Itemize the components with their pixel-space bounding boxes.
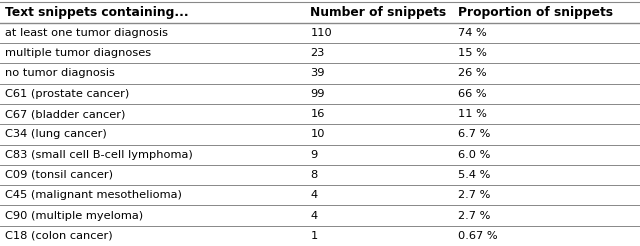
Text: 11 %: 11 % <box>458 109 486 119</box>
Text: 4: 4 <box>310 211 317 221</box>
Text: 23: 23 <box>310 48 324 58</box>
Text: C67 (bladder cancer): C67 (bladder cancer) <box>5 109 125 119</box>
Text: 4: 4 <box>310 190 317 200</box>
Text: 10: 10 <box>310 129 325 139</box>
Text: 99: 99 <box>310 89 325 99</box>
Text: C18 (colon cancer): C18 (colon cancer) <box>5 231 113 241</box>
Text: C61 (prostate cancer): C61 (prostate cancer) <box>5 89 129 99</box>
Text: no tumor diagnosis: no tumor diagnosis <box>5 68 115 78</box>
Text: at least one tumor diagnosis: at least one tumor diagnosis <box>5 28 168 38</box>
Text: 16: 16 <box>310 109 324 119</box>
Text: 1: 1 <box>310 231 317 241</box>
Text: C34 (lung cancer): C34 (lung cancer) <box>5 129 107 139</box>
Text: multiple tumor diagnoses: multiple tumor diagnoses <box>5 48 151 58</box>
Text: 0.67 %: 0.67 % <box>458 231 497 241</box>
Text: 9: 9 <box>310 150 317 160</box>
Text: C09 (tonsil cancer): C09 (tonsil cancer) <box>5 170 113 180</box>
Text: 2.7 %: 2.7 % <box>458 211 490 221</box>
Text: 110: 110 <box>310 28 332 38</box>
Text: C83 (small cell B-cell lymphoma): C83 (small cell B-cell lymphoma) <box>5 150 193 160</box>
Text: Text snippets containing...: Text snippets containing... <box>5 6 189 19</box>
Text: 66 %: 66 % <box>458 89 486 99</box>
Text: 5.4 %: 5.4 % <box>458 170 490 180</box>
Text: 74 %: 74 % <box>458 28 486 38</box>
Text: 2.7 %: 2.7 % <box>458 190 490 200</box>
Text: 6.0 %: 6.0 % <box>458 150 490 160</box>
Text: 6.7 %: 6.7 % <box>458 129 490 139</box>
Text: Number of snippets: Number of snippets <box>310 6 447 19</box>
Text: 39: 39 <box>310 68 325 78</box>
Text: C90 (multiple myeloma): C90 (multiple myeloma) <box>5 211 143 221</box>
Text: Proportion of snippets: Proportion of snippets <box>458 6 612 19</box>
Text: C45 (malignant mesothelioma): C45 (malignant mesothelioma) <box>5 190 182 200</box>
Text: 8: 8 <box>310 170 317 180</box>
Text: 15 %: 15 % <box>458 48 486 58</box>
Text: 26 %: 26 % <box>458 68 486 78</box>
